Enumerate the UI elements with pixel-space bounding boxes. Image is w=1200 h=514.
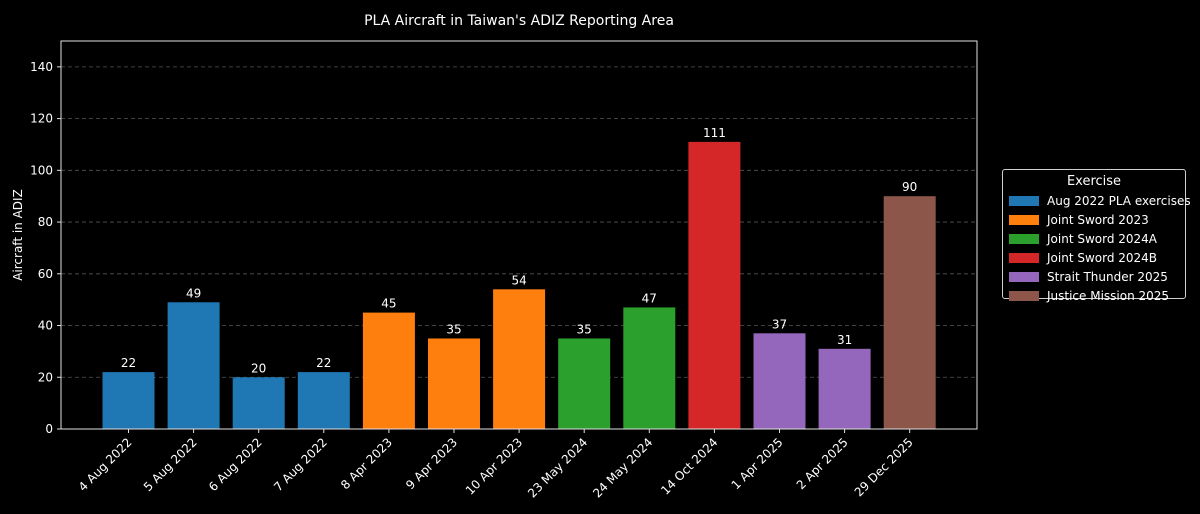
bar (623, 307, 676, 429)
bar (362, 312, 415, 429)
y-tick-label: 60 (38, 267, 53, 281)
legend-item: Joint Sword 2024A (1009, 229, 1179, 248)
bar (688, 141, 741, 429)
legend-label: Joint Sword 2023 (1047, 212, 1149, 227)
y-tick-label: 80 (38, 215, 53, 229)
legend-item: Strait Thunder 2025 (1009, 267, 1179, 286)
legend-item: Justice Mission 2025 (1009, 286, 1179, 305)
legend: Exercise Aug 2022 PLA exercises Joint Swo… (1002, 169, 1191, 303)
legend-swatch (1009, 252, 1039, 263)
y-axis-ticks: 0 20 40 60 80 100 120 140 (30, 60, 61, 436)
x-tick-label: 6 Aug 2022 (206, 435, 265, 494)
x-tick-label: 29 Dec 2025 (852, 435, 916, 499)
x-tick-label: 1 Apr 2025 (729, 435, 786, 492)
y-tick-label: 20 (38, 370, 53, 384)
bar (883, 196, 936, 429)
bar-value-label: 45 (381, 297, 396, 311)
legend-swatch (1009, 233, 1039, 244)
x-axis-ticks: 4 Aug 2022 5 Aug 2022 6 Aug 2022 7 Aug 2022… (76, 429, 916, 500)
plot-frame (60, 40, 978, 430)
y-axis-label: Aircraft in ADIZ (11, 189, 25, 281)
legend-swatch (1009, 195, 1039, 206)
legend-label: Strait Thunder 2025 (1047, 269, 1168, 284)
bar-value-label: 35 (577, 322, 592, 336)
legend-item: Joint Sword 2023 (1009, 210, 1179, 229)
y-tick-label: 100 (30, 163, 53, 177)
bar (818, 348, 871, 429)
bar-value-labels: 22 49 20 22 45 35 54 35 47 111 37 31 90 (121, 126, 917, 375)
x-tick-label: 8 Apr 2023 (338, 435, 395, 492)
bar (428, 338, 480, 429)
bar-value-label: 47 (642, 291, 657, 305)
bar-value-label: 111 (703, 126, 726, 140)
bar-value-label: 54 (511, 273, 526, 287)
x-tick-label: 10 Apr 2023 (463, 435, 525, 497)
bars (102, 141, 936, 429)
x-tick-label: 7 Aug 2022 (271, 435, 330, 494)
y-tick-label: 40 (38, 319, 53, 333)
x-tick-label: 2 Apr 2025 (794, 435, 851, 492)
x-tick-label: 14 Oct 2024 (658, 435, 720, 497)
legend-label: Joint Sword 2024B (1047, 250, 1158, 265)
bar (232, 377, 285, 429)
y-tick-label: 0 (45, 422, 53, 436)
bar-value-label: 35 (446, 322, 461, 336)
y-tick-label: 140 (30, 60, 53, 74)
legend-label: Aug 2022 PLA exercises (1047, 193, 1191, 208)
x-tick-label: 5 Aug 2022 (141, 435, 200, 494)
bar (167, 302, 220, 429)
legend-swatch (1009, 271, 1039, 282)
x-tick-label: 23 May 2024 (525, 435, 590, 500)
y-tick-label: 120 (30, 112, 53, 126)
bar (753, 333, 806, 429)
legend-label: Joint Sword 2024A (1047, 231, 1158, 246)
chart-title: PLA Aircraft in Taiwan's ADIZ Reporting … (364, 13, 674, 29)
legend-item: Aug 2022 PLA exercises (1009, 191, 1191, 210)
bar (297, 372, 350, 429)
bar-value-label: 22 (316, 356, 331, 370)
bar-value-label: 90 (902, 180, 917, 194)
legend-item: Joint Sword 2024B (1009, 248, 1179, 267)
bar (102, 372, 155, 429)
legend-swatch (1009, 290, 1039, 301)
bar-value-label: 49 (186, 286, 201, 300)
legend-title: Exercise (1066, 174, 1122, 189)
x-tick-label: 4 Aug 2022 (76, 435, 135, 494)
bar (493, 289, 546, 429)
x-tick-label: 24 May 2024 (590, 435, 655, 500)
bar-value-label: 31 (837, 333, 852, 347)
bar-value-label: 37 (772, 317, 787, 331)
bar-value-label: 22 (121, 356, 136, 370)
x-tick-label: 9 Apr 2023 (403, 435, 460, 492)
bar-value-label: 20 (251, 361, 266, 375)
legend-label: Justice Mission 2025 (1047, 288, 1170, 303)
bar (558, 338, 611, 429)
legend-swatch (1009, 214, 1039, 225)
